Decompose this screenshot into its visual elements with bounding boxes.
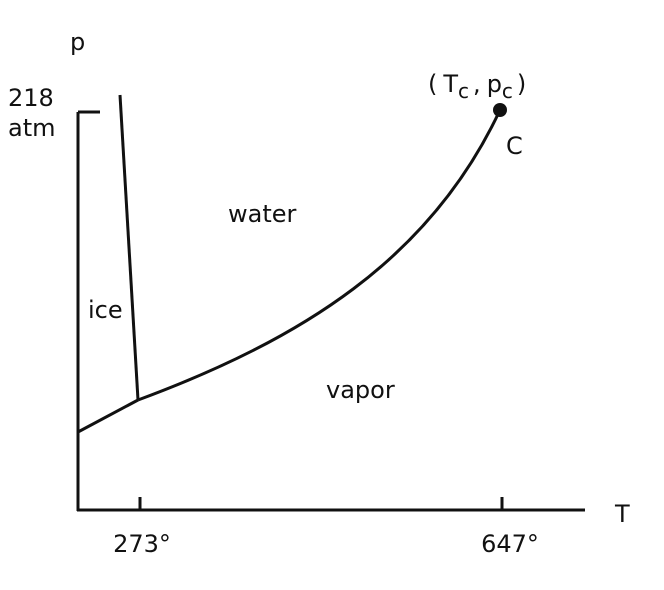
paren: ) (517, 70, 526, 98)
p-subscript: c (502, 79, 513, 103)
critical-point-coords: (Tc, pc) (428, 70, 526, 103)
critical-point-label: C (506, 132, 523, 160)
separator: , (473, 70, 481, 98)
y-tick-value: 218 (8, 84, 54, 112)
region-label: vapor (326, 376, 395, 404)
region-label: water (228, 200, 297, 228)
region-label: ice (88, 296, 123, 324)
sublimation-line (77, 398, 139, 434)
y-tick-unit: atm (8, 114, 56, 142)
t-subscript: c (458, 79, 469, 103)
paren: ( (428, 70, 437, 98)
vaporization-curve (137, 109, 502, 402)
y-axis-label: p (70, 28, 85, 56)
x-tick-label: 647° (481, 530, 539, 558)
t-symbol: T (442, 70, 458, 98)
melting-line (118, 94, 140, 401)
critical-point (493, 103, 507, 117)
x-axis-label: T (614, 500, 630, 528)
x-tick-label: 273° (113, 530, 171, 558)
p-symbol: p (487, 70, 502, 98)
